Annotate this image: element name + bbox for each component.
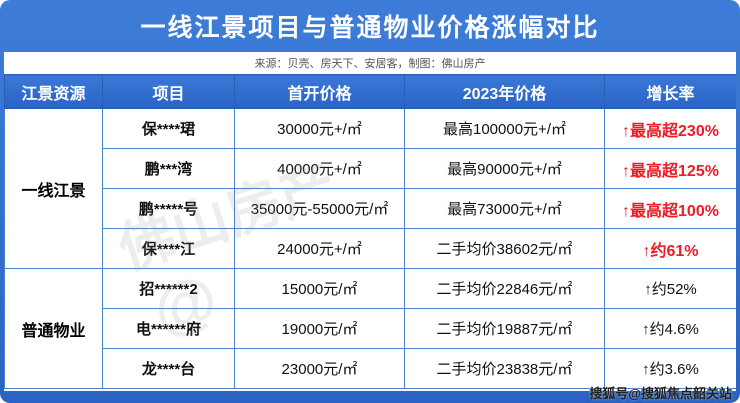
header-growth: 增长率 — [604, 74, 736, 109]
growth-cell: ↑约61% — [604, 228, 736, 269]
growth-cell: ↑约52% — [604, 268, 736, 309]
header-resource: 江景资源 — [4, 74, 103, 109]
project-cell: 龙****台 — [102, 348, 235, 389]
table-row: 普通物业 招******2 15000元/㎡ 二手均价22846元/㎡ ↑约52… — [4, 268, 736, 389]
price-2023-cell: 最高73000元+/㎡ — [404, 188, 605, 229]
table-panel: 来源：贝壳、房天下、安居客，制图：佛山房产 佛山房产 @ 江景资源 项目 首开价… — [4, 52, 736, 391]
project-cell: 保****江 — [102, 228, 235, 269]
table-row: 保****江 24000元+/㎡ 二手均价38602元/㎡ ↑约61% — [5, 228, 736, 269]
header-open-price: 首开价格 — [234, 74, 405, 109]
table-row: 鹏***湾 40000元+/㎡ 最高90000元+/㎡ ↑最高超125% — [5, 148, 736, 189]
project-cell: 电******府 — [102, 308, 235, 349]
price-2023-cell: 最高100000元+/㎡ — [404, 108, 605, 149]
table-row: 一线江景 保****珺 30000元+/㎡ 最高100000元+/㎡ ↑最高超2… — [4, 108, 736, 269]
price-2023-cell: 二手均价19887元/㎡ — [404, 308, 605, 349]
table-body: 一线江景 保****珺 30000元+/㎡ 最高100000元+/㎡ ↑最高超2… — [4, 108, 736, 389]
table-row: 龙****台 23000元/㎡ 二手均价23838元/㎡ ↑约3.6% — [5, 348, 736, 389]
header-row: 江景资源 项目 首开价格 2023年价格 增长率 — [4, 74, 736, 109]
open-price-cell: 24000元+/㎡ — [234, 228, 405, 269]
source-credit: 来源：贝壳、房天下、安居客，制图：佛山房产 — [4, 52, 736, 74]
growth-cell: ↑约4.6% — [604, 308, 736, 349]
growth-cell: ↑约3.6% — [604, 348, 736, 389]
project-cell: 鹏***湾 — [102, 148, 235, 189]
price-comparison-table: 江景资源 项目 首开价格 2023年价格 增长率 一线江景 保****珺 300… — [4, 74, 736, 389]
open-price-cell: 40000元+/㎡ — [234, 148, 405, 189]
table-header: 江景资源 项目 首开价格 2023年价格 增长率 — [4, 74, 736, 109]
page-title: 一线江景项目与普通物业价格涨幅对比 — [140, 14, 600, 42]
sohu-account-watermark: 搜狐号@搜狐焦点韶关站 — [589, 386, 732, 401]
group-label-riverfront: 一线江景 — [4, 108, 103, 269]
project-cell: 保****珺 — [102, 108, 235, 149]
open-price-cell: 30000元+/㎡ — [234, 108, 405, 149]
open-price-cell: 35000元-55000元/㎡ — [234, 188, 405, 229]
price-2023-cell: 最高90000元+/㎡ — [404, 148, 605, 189]
growth-cell: ↑最高超125% — [604, 148, 736, 189]
price-2023-cell: 二手均价22846元/㎡ — [404, 268, 605, 309]
price-2023-cell: 二手均价38602元/㎡ — [404, 228, 605, 269]
project-cell: 鹏*****号 — [102, 188, 235, 229]
header-project: 项目 — [102, 74, 235, 109]
open-price-cell: 19000元/㎡ — [234, 308, 405, 349]
growth-cell: ↑最高超230% — [604, 108, 736, 149]
group-label-ordinary: 普通物业 — [4, 268, 103, 389]
growth-cell: ↑最高超100% — [604, 188, 736, 229]
project-cell: 招******2 — [102, 268, 235, 309]
open-price-cell: 15000元/㎡ — [234, 268, 405, 309]
table-row: 鹏*****号 35000元-55000元/㎡ 最高73000元+/㎡ ↑最高超… — [5, 188, 736, 229]
header-price-2023: 2023年价格 — [404, 74, 605, 109]
table-row: 电******府 19000元/㎡ 二手均价19887元/㎡ ↑约4.6% — [5, 308, 736, 349]
price-2023-cell: 二手均价23838元/㎡ — [404, 348, 605, 389]
open-price-cell: 23000元/㎡ — [234, 348, 405, 389]
